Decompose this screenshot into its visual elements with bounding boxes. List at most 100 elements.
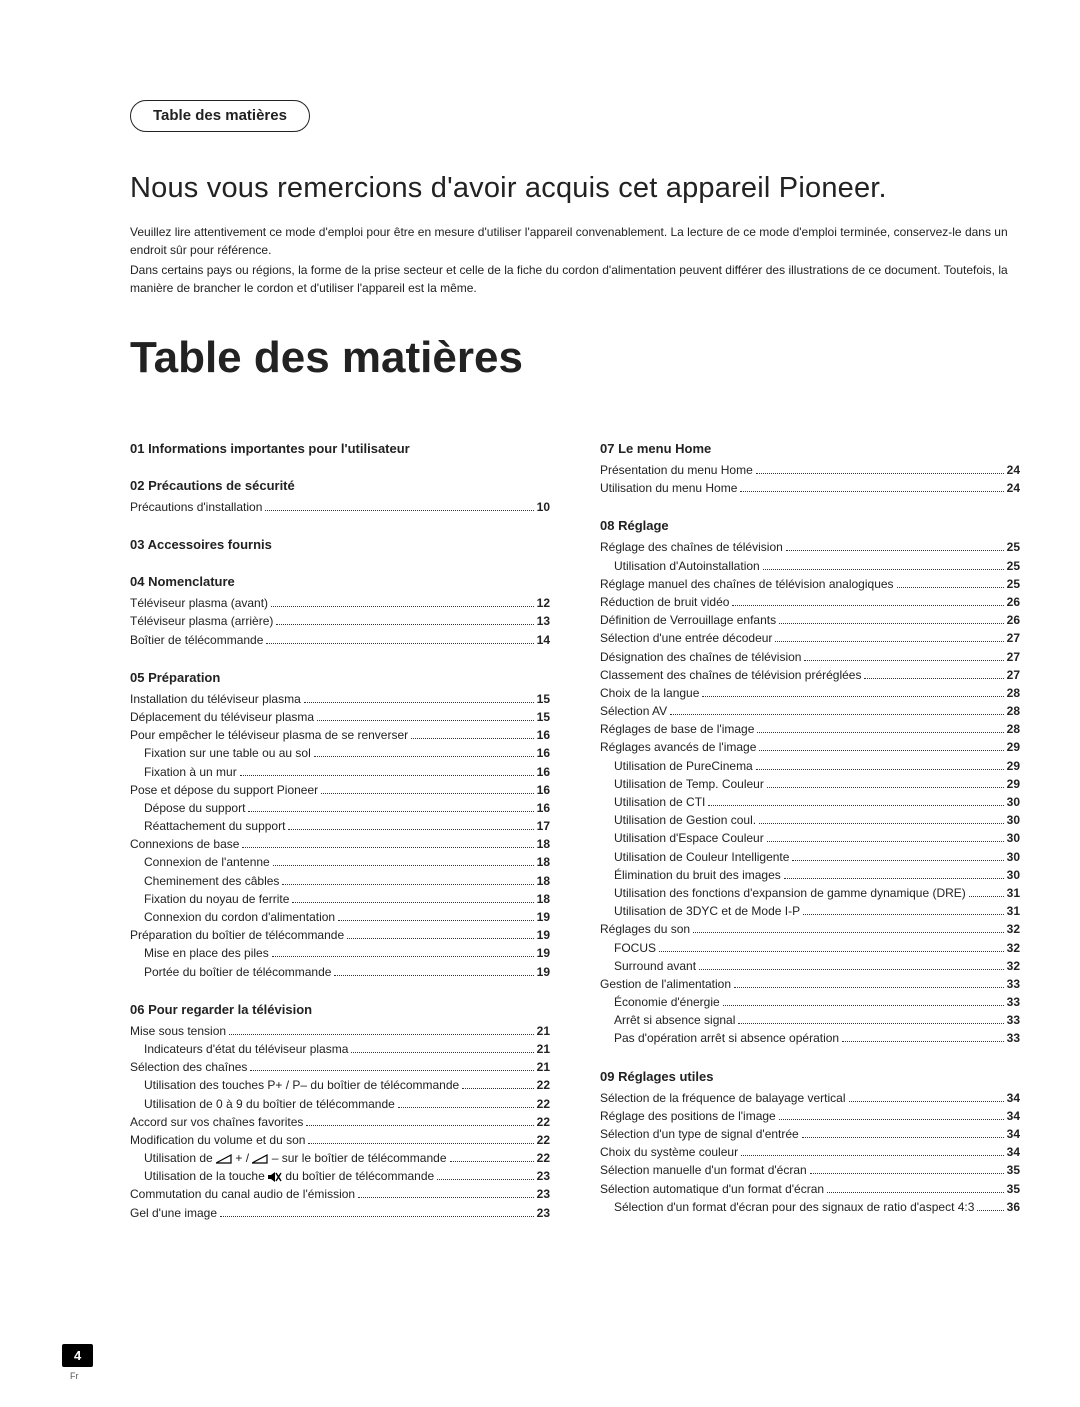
section-title: 05 Préparation [130,670,550,685]
toc-label: Fixation du noyau de ferrite [144,891,289,907]
toc-dots [810,1173,1004,1174]
section-title: 03 Accessoires fournis [130,537,550,552]
toc-label: Utilisation de Gestion coul. [614,812,756,828]
toc-dots [784,878,1004,879]
footer-page-number: 4 [62,1344,93,1367]
toc-page: 34 [1007,1144,1020,1160]
toc-page: 29 [1007,776,1020,792]
toc-line: Réglage des chaînes de télévision25 [600,539,1020,555]
toc-dots [757,732,1003,733]
toc-label: Utilisation d'Autoinstallation [614,558,760,574]
toc-label: Utilisation de CTI [614,794,705,810]
toc-page: 18 [537,873,550,889]
toc-dots [242,847,533,848]
toc-line: Mise sous tension21 [130,1023,550,1039]
toc-label: Arrêt si absence signal [614,1012,735,1028]
toc-dots [462,1088,533,1089]
toc-dots [437,1179,533,1180]
toc-line: Utilisation de 3DYC et de Mode I-P31 [600,903,1020,919]
toc-page: 19 [537,909,550,925]
toc-label: Sélection manuelle d'un format d'écran [600,1162,807,1178]
toc-left-column: 01 Informations importantes pour l'utili… [130,419,550,1223]
toc-page: 22 [537,1096,550,1112]
toc-line: Utilisation de Couleur Intelligente30 [600,849,1020,865]
toc-line: Modification du volume et du son22 [130,1132,550,1148]
toc-line: Accord sur vos chaînes favorites22 [130,1114,550,1130]
toc-page: 19 [537,927,550,943]
toc-line: Présentation du menu Home24 [600,462,1020,478]
toc-label: Pas d'opération arrêt si absence opérati… [614,1030,839,1046]
toc-line: Sélection automatique d'un format d'écra… [600,1181,1020,1197]
toc-dots [347,938,534,939]
toc-label: Utilisation de 0 à 9 du boîtier de téléc… [144,1096,395,1112]
toc-page: 18 [537,836,550,852]
toc-label: Installation du téléviseur plasma [130,691,301,707]
toc-label: Réglages avancés de l'image [600,739,756,755]
toc-dots [450,1161,534,1162]
toc-page: 30 [1007,849,1020,865]
toc-label: Gel d'une image [130,1205,217,1221]
toc-label: Utilisation du menu Home [600,480,737,496]
toc-line: Surround avant32 [600,958,1020,974]
toc-line: Sélection de la fréquence de balayage ve… [600,1090,1020,1106]
toc-line: Boîtier de télécommande14 [130,632,550,648]
toc-label: Pose et dépose du support Pioneer [130,782,318,798]
toc-label: Commutation du canal audio de l'émission [130,1186,355,1202]
toc-label: Classement des chaînes de télévision pré… [600,667,861,683]
toc-line: FOCUS32 [600,940,1020,956]
toc-page: 16 [537,745,550,761]
toc-dots [334,975,533,976]
toc-label: Mise sous tension [130,1023,226,1039]
intro-paragraph: Dans certains pays ou régions, la forme … [130,261,1020,297]
toc-dots [317,720,534,721]
toc-label: Réglage des chaînes de télévision [600,539,783,555]
toc-dots [763,569,1004,570]
toc-page: 18 [537,854,550,870]
section-title: 08 Réglage [600,518,1020,533]
toc-label: Réduction de bruit vidéo [600,594,729,610]
toc-line: Pose et dépose du support Pioneer16 [130,782,550,798]
toc-line: Utilisation de + / – sur le boîtier de t… [130,1150,550,1166]
toc-line: Sélection d'un type de signal d'entrée34 [600,1126,1020,1142]
toc-dots [775,641,1003,642]
toc-line: Téléviseur plasma (arrière)13 [130,613,550,629]
toc-dots [659,951,1004,952]
toc-label: Utilisation de + / – sur le boîtier de t… [144,1150,447,1166]
toc-label: Utilisation des fonctions d'expansion de… [614,885,966,901]
toc-label: Choix du système couleur [600,1144,738,1160]
toc-dots [723,1005,1004,1006]
toc-page: 22 [537,1114,550,1130]
toc-line: Utilisation de la touche du boîtier de t… [130,1168,550,1184]
toc-label: Sélection automatique d'un format d'écra… [600,1181,824,1197]
toc-dots [738,1023,1003,1024]
toc-label: Sélection AV [600,703,667,719]
toc-dots [266,643,533,644]
toc-dots [802,1137,1004,1138]
section-title: 07 Le menu Home [600,441,1020,456]
toc-page: 15 [537,691,550,707]
toc-label: Utilisation de 3DYC et de Mode I-P [614,903,800,919]
toc-line: Classement des chaînes de télévision pré… [600,667,1020,683]
toc-page: 16 [537,800,550,816]
toc-page: 34 [1007,1108,1020,1124]
volume-icon [216,1154,232,1164]
toc-dots [708,805,1003,806]
toc-dots [306,1125,533,1126]
toc-page: 21 [537,1041,550,1057]
toc-page: 30 [1007,794,1020,810]
big-title: Table des matières [130,333,1020,383]
toc-dots [804,660,1003,661]
toc-label: Utilisation de PureCinema [614,758,753,774]
toc-dots [240,775,534,776]
toc-label: Portée du boîtier de télécommande [144,964,331,980]
toc-line: Fixation à un mur16 [130,764,550,780]
section-title: 06 Pour regarder la télévision [130,1002,550,1017]
toc-line: Arrêt si absence signal 33 [600,1012,1020,1028]
toc-line: Utilisation de CTI 30 [600,794,1020,810]
toc-page: 35 [1007,1162,1020,1178]
toc-label: Réglages du son [600,921,690,937]
toc-page: 33 [1007,1012,1020,1028]
intro-paragraph: Veuillez lire attentivement ce mode d'em… [130,223,1020,259]
toc-dots [756,473,1004,474]
toc-page: 32 [1007,921,1020,937]
